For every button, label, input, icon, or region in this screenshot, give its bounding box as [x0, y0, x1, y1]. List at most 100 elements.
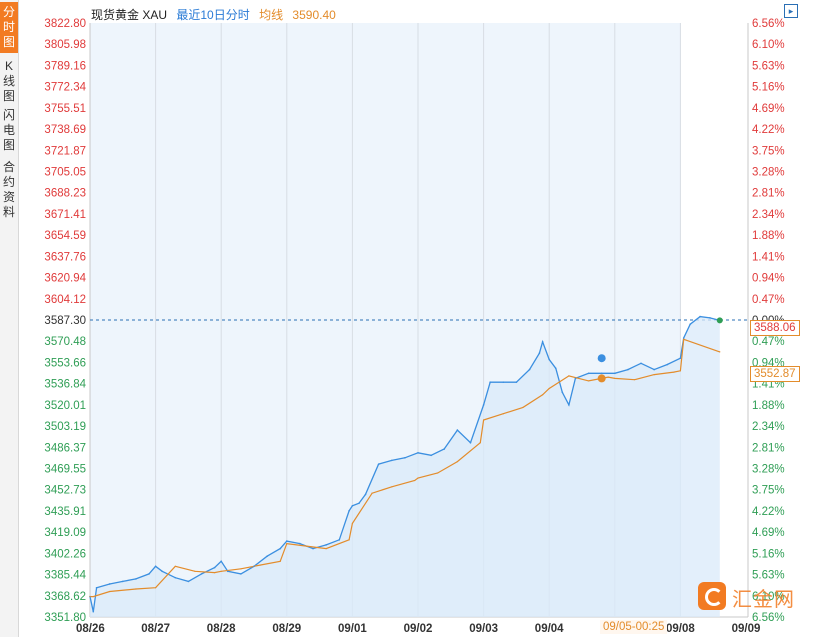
- x-tick-label: 08/26: [76, 623, 105, 635]
- price-area: [90, 316, 720, 617]
- y-tick-label: 3654.59: [44, 230, 86, 242]
- y-tick-percent-label: 2.34%: [752, 421, 785, 433]
- price-point: [709, 317, 711, 319]
- site-logo: 汇金网: [698, 580, 804, 614]
- y-tick-percent-label: 6.56%: [752, 612, 785, 624]
- y-tick-label: 3503.19: [44, 421, 86, 433]
- y-tick-label: 3772.34: [44, 82, 86, 94]
- y-tick-label: 3469.55: [44, 464, 86, 476]
- price-point: [587, 372, 590, 375]
- price-point: [351, 504, 354, 507]
- y-tick-label: 3570.48: [44, 336, 86, 348]
- y-tick-label: 3368.62: [44, 591, 86, 603]
- price-point: [554, 367, 557, 370]
- y-tick-percent-label: 6.10%: [752, 591, 785, 603]
- y-tick-label: 3604.12: [44, 294, 86, 306]
- avg-point: [174, 565, 176, 567]
- avg-point: [109, 590, 111, 593]
- price-point: [348, 510, 350, 512]
- y-tick-label: 3637.76: [44, 251, 86, 263]
- tab-flash[interactable]: 闪电图: [2, 108, 15, 152]
- instrument-name: 现货黄金 XAU: [91, 8, 168, 22]
- y-tick-label: 3520.01: [44, 400, 86, 412]
- price-point: [489, 381, 491, 383]
- price-point: [174, 576, 177, 579]
- avg-point: [614, 377, 616, 379]
- price-point: [312, 547, 314, 550]
- y-tick-label: 3452.73: [44, 485, 86, 497]
- price-point: [200, 573, 203, 575]
- avg-point: [548, 387, 550, 390]
- series-layer: [89, 315, 723, 617]
- y-tick-percent-label: 3.28%: [752, 167, 785, 179]
- price-point: [299, 542, 301, 545]
- y-tick-label: 3822.80: [44, 18, 86, 30]
- x-tick-label: 09/08: [666, 623, 695, 635]
- avg-point: [542, 394, 544, 396]
- x-tick-label: 09/09: [732, 623, 761, 635]
- period-label: 最近10日分时: [176, 8, 250, 22]
- price-point: [699, 315, 701, 318]
- price-point: [417, 451, 419, 454]
- y-tick-percent-label: 5.16%: [752, 82, 785, 94]
- y-tick-label: 3705.05: [44, 167, 86, 179]
- y-tick-percent-label: 2.81%: [752, 442, 785, 454]
- price-point: [253, 565, 255, 568]
- last-price-marker: [716, 317, 723, 324]
- price-point: [666, 363, 669, 366]
- price-point: [404, 457, 406, 459]
- x-tick-label: 08/29: [272, 623, 301, 635]
- price-point: [161, 570, 163, 573]
- avg-point: [371, 492, 373, 494]
- y-axis-price: 3822.80 3805.98 3789.16 3772.34 3755.51 3738.…: [44, 18, 86, 624]
- x-tick-label: 09/04: [535, 623, 564, 635]
- avg-point: [673, 371, 675, 373]
- y-tick-percent-label: 5.63%: [752, 60, 785, 72]
- y-tick-percent-label: 1.41%: [752, 251, 785, 263]
- tab-contract-info[interactable]: 合约资料: [2, 160, 15, 219]
- price-point: [390, 459, 393, 462]
- y-tick-percent-label: 6.10%: [752, 39, 785, 51]
- avg-point: [259, 564, 262, 566]
- price-point: [286, 540, 288, 542]
- avg-point: [653, 374, 655, 376]
- y-tick-percent-label: 5.16%: [752, 548, 785, 560]
- price-point: [574, 377, 577, 380]
- price-point: [538, 352, 541, 354]
- price-point: [614, 372, 616, 375]
- y-tick-percent-label: 3.28%: [752, 464, 785, 476]
- x-tick-label: 09/01: [338, 623, 367, 635]
- y-tick-label: 3536.84: [44, 379, 86, 391]
- price-point: [502, 381, 505, 383]
- avg-point: [155, 587, 157, 589]
- price-point: [240, 573, 242, 575]
- price-point: [568, 404, 570, 406]
- avg-point: [522, 406, 524, 408]
- tab-kline[interactable]: K线图: [2, 59, 15, 103]
- y-tick-label: 3435.91: [44, 506, 86, 518]
- price-point: [377, 463, 380, 465]
- y-tick-label: 3789.16: [44, 60, 86, 72]
- price-point: [653, 368, 655, 371]
- y-tick-label: 3351.80: [44, 612, 86, 624]
- y-tick-percent-label: 4.69%: [752, 103, 785, 115]
- crosshair-price-marker: [597, 354, 606, 363]
- expand-icon[interactable]: ▸: [784, 4, 798, 18]
- price-point: [482, 404, 485, 406]
- avg-point: [240, 568, 242, 570]
- avg-point: [479, 442, 481, 444]
- avg-point: [456, 461, 458, 463]
- tab-intraday[interactable]: 分时图: [0, 2, 18, 53]
- price-point: [689, 323, 692, 325]
- price-point: [600, 372, 603, 375]
- price-point: [682, 337, 685, 339]
- y-tick-percent-label: 0.94%: [752, 273, 785, 285]
- price-point: [266, 555, 268, 558]
- y-tick-label: 3385.44: [44, 570, 86, 582]
- x-tick-label: 09/02: [404, 623, 433, 635]
- price-point: [627, 368, 629, 371]
- price-point: [154, 565, 157, 568]
- avg-price-badge: 3552.87: [750, 366, 800, 382]
- price-point: [220, 560, 222, 563]
